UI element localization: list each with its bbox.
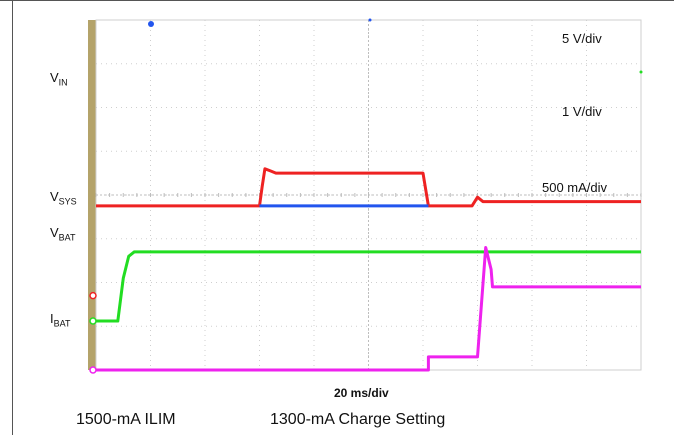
- channel-markers: [89, 18, 643, 374]
- plot-grid: [88, 19, 642, 371]
- label-ibat: IBAT: [50, 311, 71, 329]
- trace-vin: [96, 250, 641, 323]
- label-vsys: VSYS: [50, 189, 77, 207]
- trigger-marker: [148, 21, 154, 27]
- trace-ibat: [96, 246, 641, 372]
- marker-ch1: [89, 317, 97, 325]
- label-vbat: VBAT: [50, 225, 76, 243]
- caption-charge-setting: 1300-mA Charge Setting: [270, 411, 446, 428]
- scale-ibat: 500 mA/div: [542, 180, 608, 195]
- label-vin: VIN: [50, 70, 68, 88]
- right-edge-marker: [639, 70, 643, 74]
- trigger-position-marker: [368, 18, 372, 22]
- marker-ch2: [89, 291, 97, 300]
- plot-traces: [96, 167, 641, 372]
- scale-vsys-vbat: 1 V/div: [562, 104, 602, 119]
- marker-ch4: [89, 366, 97, 374]
- caption-ilim: 1500-mA ILIM: [76, 411, 176, 428]
- timebase-label: 20 ms/div: [334, 386, 389, 400]
- top-border: [0, 0, 674, 1]
- trace-vsys: [96, 167, 641, 208]
- scale-vin: 5 V/div: [562, 31, 602, 46]
- probe-bar: [88, 20, 96, 370]
- left-border: [12, 0, 13, 435]
